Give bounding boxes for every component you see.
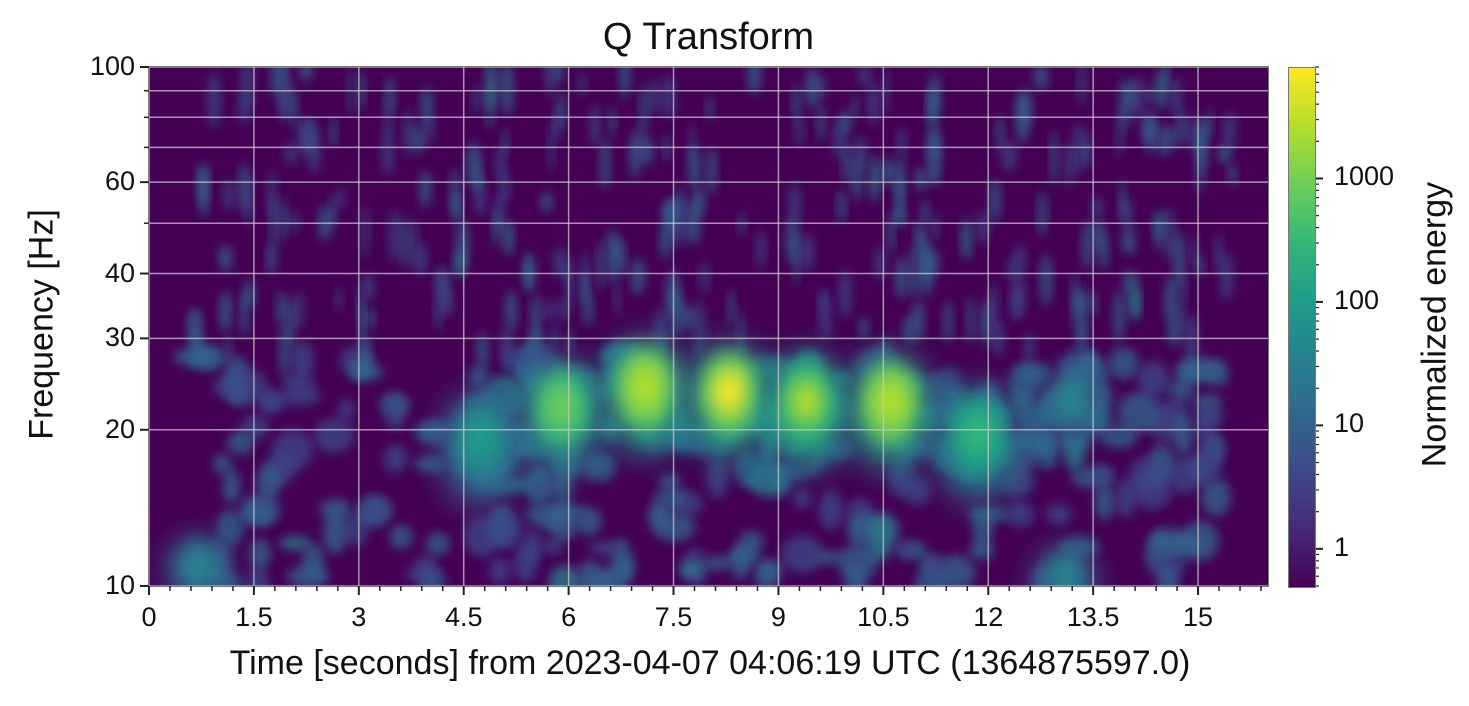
y-tick-label: 20: [104, 413, 135, 444]
colorbar: [1288, 67, 1316, 588]
y-tick-label: 40: [104, 257, 135, 288]
x-tick-label: 7.5: [654, 602, 693, 632]
chart-title: Q Transform: [602, 16, 815, 58]
colorbar-tick-label: 1000: [1334, 161, 1395, 192]
x-tick-label: 1.5: [235, 602, 273, 632]
x-tick-label: 12: [973, 602, 1004, 632]
x-tick-label: 0: [141, 602, 157, 632]
colorbar-tick-label: 1: [1334, 531, 1350, 562]
y-axis-label: Frequency [Hz]: [22, 209, 61, 440]
x-tick-label: 6: [561, 602, 577, 632]
q-transform-heatmap: [149, 67, 1268, 586]
x-axis-label: Time [seconds] from 2023-04-07 04:06:19 …: [229, 644, 1191, 682]
y-tick-label: 30: [104, 322, 135, 353]
colorbar-tick-label: 100: [1334, 284, 1380, 315]
y-tick-label: 100: [89, 51, 135, 81]
x-tick-label: 9: [770, 602, 786, 632]
y-tick-label: 10: [104, 570, 135, 600]
colorbar-label: Normalized energy: [1415, 181, 1454, 468]
colorbar-tick-label: 10: [1334, 408, 1365, 439]
x-tick-label: 10.5: [857, 602, 910, 632]
x-tick-label: 3: [351, 602, 367, 632]
y-tick-label: 60: [104, 166, 135, 197]
x-tick-label: 4.5: [444, 602, 483, 632]
spectrogram-plot-area: [149, 67, 1268, 586]
x-tick-label: 15: [1183, 602, 1214, 632]
x-tick-label: 13.5: [1066, 602, 1120, 632]
